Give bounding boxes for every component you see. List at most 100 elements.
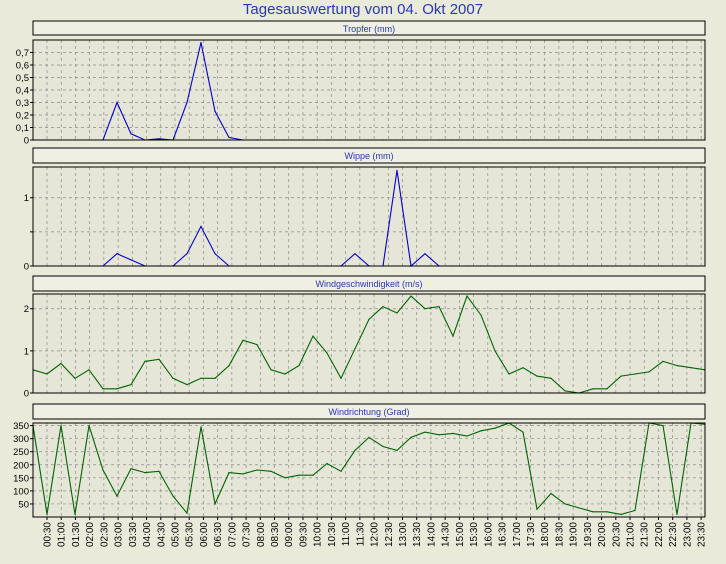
data-point [522,431,524,433]
y-tick-label: 1 [24,193,29,204]
data-point [200,426,202,428]
data-point [256,469,258,471]
data-point [424,308,426,310]
y-tick-label: 0 [24,136,29,147]
data-point [256,344,258,346]
data-point [634,509,636,512]
data-point [480,430,482,432]
x-tick-label: 00:30 [43,522,54,547]
data-point [186,101,188,104]
chart-panel: Windgeschwindigkeit (m/s) 0 1 2 [24,275,706,400]
data-point [578,507,580,509]
data-point [158,138,160,140]
y-tick-label: 0 [24,389,29,400]
data-point [228,136,230,139]
x-tick-label: 18:30 [554,522,565,547]
data-point [74,377,76,379]
plot-frame [32,293,706,394]
data-point [158,358,160,360]
x-tick-label: 08:30 [270,522,281,547]
data-point [284,477,286,479]
chart-panel: Tropfer (mm) 0 0,10,2 0,30,4 0,50,6 0,7 [16,20,706,147]
data-point [298,365,300,367]
data-point [522,367,524,369]
x-tick-label: 09:00 [284,522,295,547]
data-point [326,462,328,465]
x-tick-label: 11:00 [341,522,352,547]
x-tick-label: 19:00 [569,522,580,547]
data-point [130,468,132,470]
x-tick-label: 06:00 [199,522,210,547]
x-tick-label: 13:30 [412,522,423,547]
data-point [410,436,412,438]
data-point [662,360,664,362]
x-tick-label: 03:30 [128,522,139,547]
data-point [536,508,538,510]
chart-panel: Windrichtung (Grad) 50 100 150 200 250 300 350 [13,403,706,518]
data-point [116,253,118,255]
data-point [214,110,216,112]
data-point [60,362,62,365]
y-tick-label: 350 [13,421,29,432]
y-tick-label: 0 [24,262,29,273]
page-title: Tagesauswertung vom 04. Okt 2007 [242,1,484,18]
plot-area [33,167,705,266]
y-tick-label: 0,3 [16,98,29,109]
data-point [270,369,272,371]
data-point [676,365,678,367]
data-point [270,470,272,472]
chart-title-band [32,275,706,292]
data-point [340,377,342,379]
data-point [312,474,314,476]
data-point [368,436,370,438]
data-point [354,348,356,350]
x-tick-label: 16:00 [483,522,494,547]
data-point [606,388,608,390]
data-point [536,375,538,377]
x-tick-label: 07:30 [242,522,253,547]
chart-panel: Wippe (mm) 0 1 [24,147,706,273]
data-point [158,470,160,472]
y-tick-label: 50 [18,499,29,510]
data-point [466,435,468,437]
data-point [326,352,328,354]
data-point [424,253,426,255]
data-point [214,503,216,505]
y-tick-label: 200 [13,460,29,471]
data-point [228,365,230,367]
data-point [438,306,440,308]
data-point [550,377,552,379]
data-point [130,384,132,386]
chart-title: Tropfer (mm) [343,24,395,34]
data-point [396,312,398,314]
data-point [130,259,132,261]
data-point [242,473,244,475]
chart-title: Windgeschwindigkeit (m/s) [315,279,422,289]
y-tick-label: 150 [13,473,29,484]
data-point [592,388,594,390]
x-tick-label: 20:00 [597,522,608,547]
x-tick-label: 23:00 [682,522,693,547]
data-point [88,369,90,371]
data-point [130,133,132,135]
chart-title-band [32,20,706,36]
x-tick-label: 01:30 [71,522,82,547]
chart-title-band [32,147,706,164]
data-point [186,512,188,514]
data-point [620,375,622,377]
x-tick-label: 02:00 [85,522,96,547]
x-axis: 00:30 01:00 01:30 02:00 02:30 03:00 03:30 04:00… [43,517,708,547]
data-point [466,295,468,297]
data-point [676,513,678,516]
plot-frame [32,166,706,267]
data-point [382,306,384,308]
x-tick-label: 05:30 [185,522,196,547]
data-point [480,314,482,316]
y-tick-label: 0,5 [16,73,29,84]
x-tick-label: 12:30 [384,522,395,547]
x-tick-label: 01:00 [57,522,68,547]
plot-frame [32,39,706,141]
y-tick-label: 1 [24,346,29,357]
data-point [410,295,412,297]
